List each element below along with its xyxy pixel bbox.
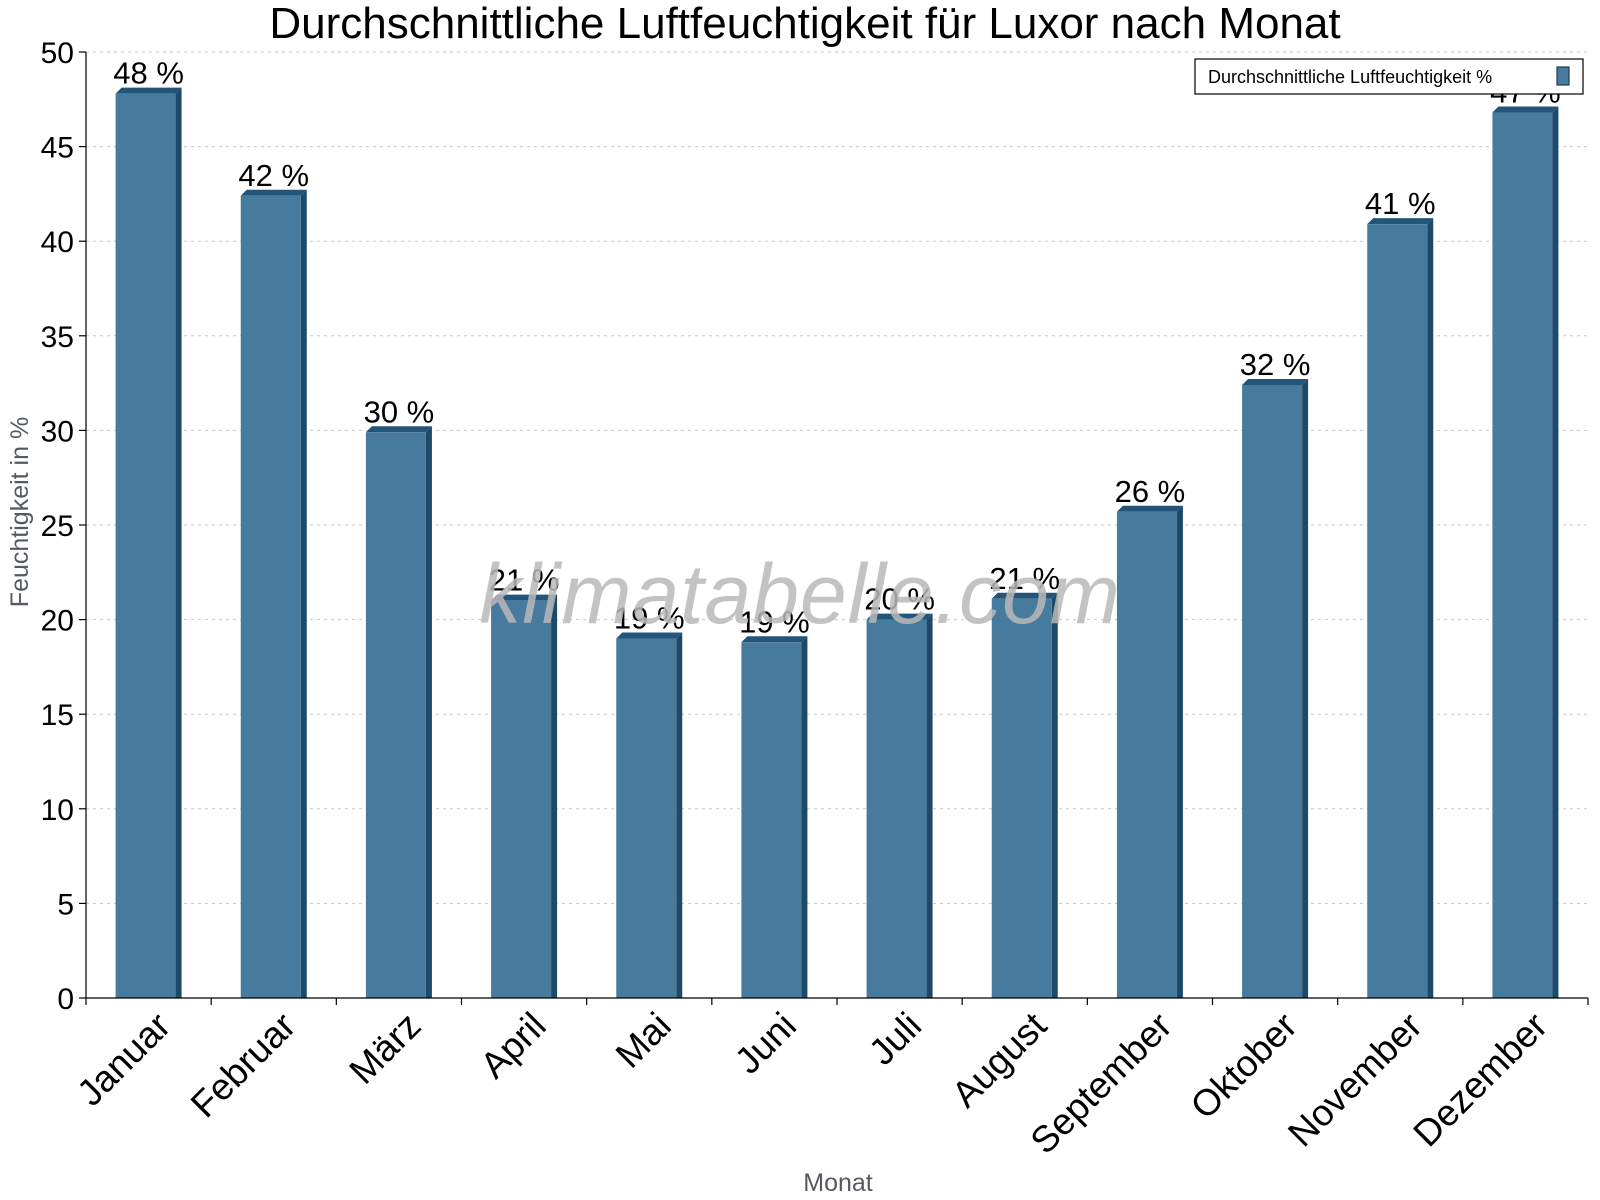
data-label: 48 % bbox=[113, 56, 184, 91]
bar-front bbox=[741, 642, 802, 998]
bar-front bbox=[365, 432, 426, 998]
x-axis-label: Monat bbox=[803, 1169, 873, 1197]
bar bbox=[365, 426, 432, 998]
bar-front bbox=[1116, 511, 1177, 998]
bar-top bbox=[1116, 505, 1183, 512]
y-tick-label: 50 bbox=[41, 37, 74, 70]
bar-front bbox=[1492, 112, 1553, 998]
bar bbox=[1242, 378, 1309, 998]
bar-side bbox=[300, 189, 307, 999]
bar bbox=[866, 613, 933, 998]
bar-side bbox=[425, 426, 432, 998]
bar bbox=[1492, 106, 1559, 998]
data-label: 26 % bbox=[1115, 474, 1186, 509]
bar-side bbox=[1552, 106, 1559, 998]
y-tick-label: 5 bbox=[57, 888, 74, 921]
bar-side bbox=[1176, 505, 1183, 998]
bar bbox=[616, 632, 683, 998]
bar-top bbox=[1367, 218, 1434, 225]
y-tick-label: 15 bbox=[41, 699, 74, 732]
bar-top bbox=[1492, 106, 1559, 113]
bar-top bbox=[1242, 378, 1309, 385]
bar-side bbox=[1051, 592, 1058, 998]
bar bbox=[115, 87, 182, 998]
data-label: 32 % bbox=[1240, 347, 1311, 382]
legend-swatch bbox=[1556, 66, 1570, 86]
bar bbox=[240, 189, 307, 999]
bar-front bbox=[1367, 224, 1428, 998]
data-label: 41 % bbox=[1365, 186, 1436, 221]
y-tick-label: 10 bbox=[41, 794, 74, 827]
bar-front bbox=[1242, 384, 1303, 998]
bar-front bbox=[115, 93, 176, 998]
data-label: 21 % bbox=[989, 561, 1060, 596]
bar bbox=[741, 636, 808, 998]
bar bbox=[1116, 505, 1183, 998]
data-label: 20 % bbox=[864, 582, 935, 617]
bars bbox=[115, 87, 1559, 999]
data-labels: 48 % 42 % 30 % 21 % 19 % 19 % 20 % 21 % 26 % 32 %… bbox=[113, 56, 1561, 640]
y-axis-label: Feuchtigkeit in % bbox=[6, 417, 34, 607]
data-label: 42 % bbox=[238, 158, 309, 193]
axes bbox=[79, 51, 1589, 1005]
bar-top bbox=[365, 426, 432, 433]
bar-front bbox=[616, 638, 677, 998]
y-tick-label: 35 bbox=[41, 321, 74, 354]
y-tick-label: 20 bbox=[41, 605, 74, 638]
y-tick-label: 40 bbox=[41, 226, 74, 259]
bar bbox=[1367, 218, 1434, 998]
bar bbox=[991, 592, 1058, 998]
y-tick-label: 25 bbox=[41, 510, 74, 543]
legend: Durchschnittliche Luftfeuchtigkeit % bbox=[1194, 58, 1584, 95]
y-tick-label: 30 bbox=[41, 415, 74, 448]
data-label: 30 % bbox=[364, 394, 435, 429]
legend-box bbox=[1194, 58, 1584, 95]
bar-top bbox=[741, 636, 808, 643]
bar-front bbox=[866, 619, 927, 998]
bar-side bbox=[801, 636, 808, 998]
bar-side bbox=[926, 613, 933, 998]
bar-top bbox=[240, 189, 307, 196]
bar-top bbox=[491, 594, 558, 601]
bar-side bbox=[175, 87, 182, 998]
y-tick-labels: 0 5 10 15 20 25 30 35 40 45 50 bbox=[41, 37, 74, 1016]
legend-label: Durchschnittliche Luftfeuchtigkeit % bbox=[1208, 67, 1492, 87]
bar-top bbox=[866, 613, 933, 620]
y-tick-label: 45 bbox=[41, 132, 74, 165]
gridlines bbox=[86, 51, 1588, 904]
bar-front bbox=[491, 600, 552, 998]
bar-side bbox=[1427, 218, 1434, 998]
bar-front bbox=[991, 598, 1052, 998]
data-label: 19 % bbox=[739, 604, 810, 639]
bar-top bbox=[616, 632, 683, 639]
bar bbox=[491, 594, 558, 998]
bar-side bbox=[676, 632, 683, 998]
chart-title: Durchschnittliche Luftfeuchtigkeit für L… bbox=[269, 0, 1340, 48]
watermark: klimatabelle.com bbox=[479, 547, 1121, 641]
bar-front bbox=[240, 195, 301, 999]
bar-top bbox=[991, 592, 1058, 599]
data-label: 19 % bbox=[614, 601, 685, 636]
y-tick-label: 0 bbox=[57, 983, 74, 1016]
bar-top bbox=[115, 87, 182, 94]
bar-side bbox=[551, 594, 558, 998]
bar-side bbox=[1302, 378, 1309, 998]
data-label: 21 % bbox=[489, 563, 560, 598]
